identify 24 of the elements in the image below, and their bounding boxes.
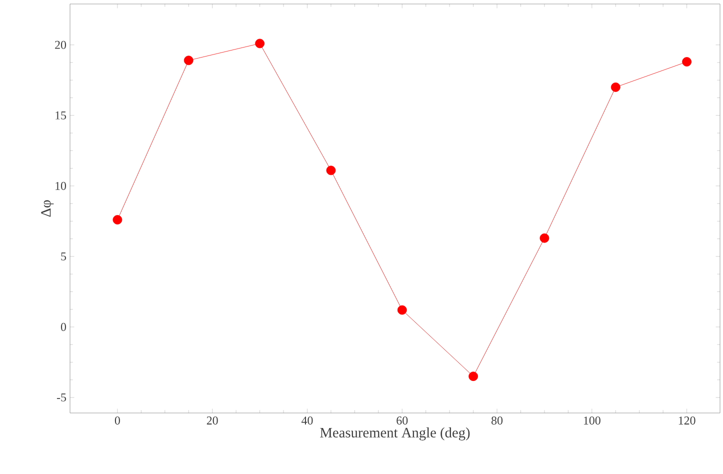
y-tick-label: 15	[56, 111, 66, 120]
y-tick-label: 0	[60, 322, 66, 331]
point	[468, 372, 478, 382]
point	[326, 166, 336, 176]
x-tick-label: 60	[396, 416, 408, 425]
x-tick-label: 100	[584, 416, 600, 425]
point	[610, 82, 620, 92]
point	[540, 233, 550, 243]
point	[112, 215, 122, 224]
y-tick-label: 10	[56, 182, 66, 190]
y-tick-label: 20	[55, 40, 66, 49]
x-tick-label: 0	[114, 416, 120, 425]
point	[184, 56, 194, 66]
x-tick-label: 120	[678, 416, 696, 425]
y-tick-label: -5	[56, 394, 66, 402]
point	[255, 38, 264, 48]
y-tick-label: 5	[61, 252, 66, 260]
point	[397, 305, 407, 315]
x-axis-title: Measurement Angle (deg)	[320, 427, 470, 440]
x-tick-label: 20	[206, 416, 218, 425]
point	[682, 57, 692, 67]
x-tick-label: 40	[301, 416, 313, 425]
y-axis-title: Δφ	[41, 200, 54, 217]
x-tick-label: 80	[491, 416, 503, 425]
